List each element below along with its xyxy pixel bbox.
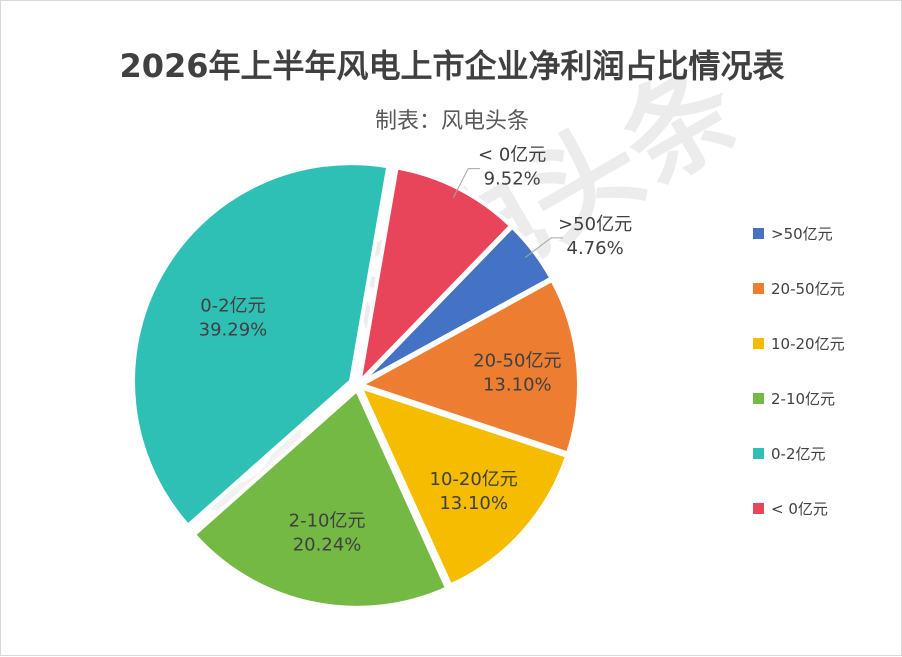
chart-subtitle: 制表：风电头条 bbox=[374, 109, 529, 134]
slice-value-label-0: 4.76% bbox=[567, 238, 624, 259]
legend-label: >50亿元 bbox=[771, 224, 833, 243]
leader-line-0 bbox=[524, 237, 564, 259]
legend-item-2: 10-20亿元 bbox=[753, 333, 845, 353]
slice-label-0: >50亿元 bbox=[558, 214, 632, 235]
legend-swatch-icon bbox=[753, 447, 764, 459]
legend-swatch-icon bbox=[753, 282, 764, 294]
legend-label: 20-50亿元 bbox=[771, 279, 845, 298]
legend-item-5: < 0亿元 bbox=[753, 498, 828, 518]
legend-label: 2-10亿元 bbox=[771, 389, 836, 408]
legend-swatch-icon bbox=[753, 227, 764, 239]
pie-slice-3 bbox=[191, 386, 450, 610]
chart-title: 2026年上半年风电上市企业净利润占比情况表 bbox=[119, 47, 785, 85]
slice-value-label-5: 9.52% bbox=[484, 169, 541, 190]
legend-item-4: 0-2亿元 bbox=[753, 443, 826, 463]
pie-slice-1 bbox=[356, 277, 581, 457]
slice-label-1: 20-50亿元 bbox=[473, 351, 561, 372]
slice-value-label-3: 20.24% bbox=[293, 535, 362, 556]
legend-label: 0-2亿元 bbox=[771, 444, 826, 463]
legend-item-0: >50亿元 bbox=[753, 223, 833, 243]
legend-swatch-icon bbox=[753, 337, 764, 349]
legend-label: 10-20亿元 bbox=[771, 334, 845, 353]
legend-swatch-icon bbox=[753, 502, 764, 514]
slice-label-2: 10-20亿元 bbox=[430, 469, 518, 490]
pie-slice-4 bbox=[131, 161, 391, 529]
pie-slice-2 bbox=[356, 383, 570, 589]
legend-item-1: 20-50亿元 bbox=[753, 278, 845, 298]
slice-label-4: 0-2亿元 bbox=[200, 295, 265, 316]
slice-value-label-1: 13.10% bbox=[483, 375, 552, 396]
slice-value-label-2: 13.10% bbox=[439, 493, 508, 514]
slice-value-label-4: 39.29% bbox=[199, 319, 268, 340]
leader-line-5 bbox=[452, 168, 481, 198]
slice-label-5: < 0亿元 bbox=[478, 145, 546, 166]
legend-label: < 0亿元 bbox=[771, 499, 828, 518]
legend-item-3: 2-10亿元 bbox=[753, 388, 835, 408]
legend-swatch-icon bbox=[753, 392, 764, 404]
slice-label-3: 2-10亿元 bbox=[289, 511, 366, 532]
